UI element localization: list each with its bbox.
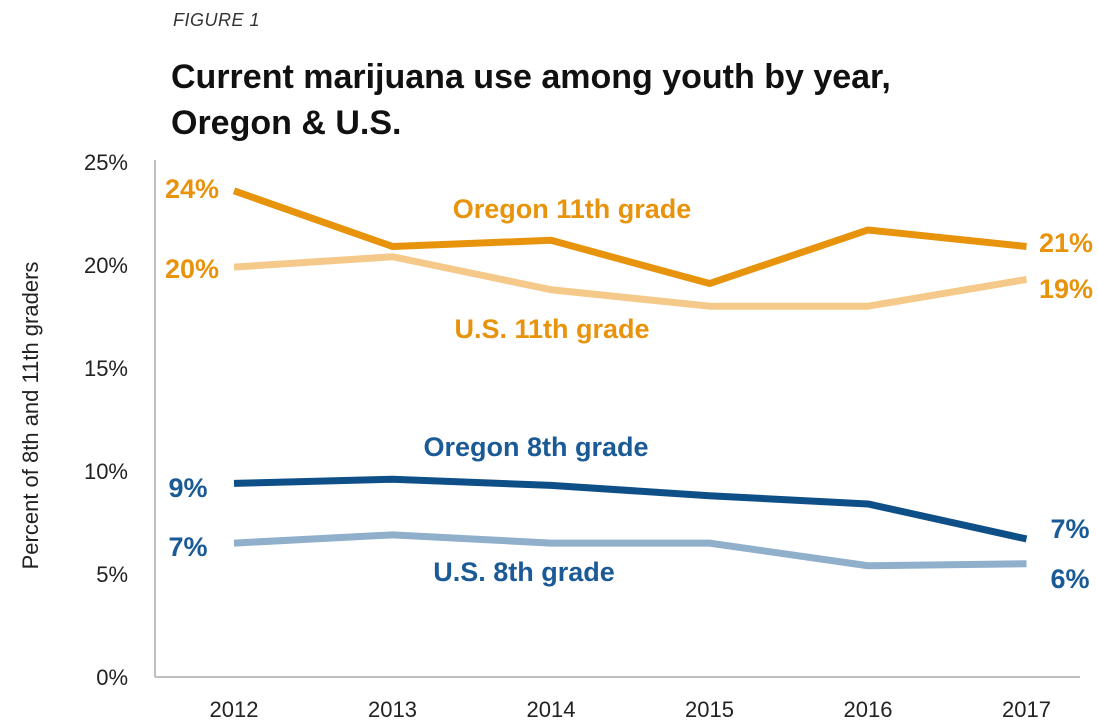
series-name-label: Oregon 8th grade [423,432,648,462]
series-name-label: Oregon 11th grade [453,194,692,224]
data-label-start: 9% [168,473,207,503]
figure-label: FIGURE 1 [173,10,261,30]
data-label-start: 7% [168,532,207,562]
data-label-end: 6% [1050,564,1089,594]
series-name-label: U.S. 11th grade [454,314,649,344]
series-line [233,253,1028,310]
data-label-start: 24% [165,174,219,204]
x-tick-label: 2012 [210,697,259,722]
chart-labels: Oregon 11th grade 24% 21% U.S. 11th grade 20… [165,174,1093,594]
x-tick-label: 2015 [685,697,734,722]
series-line [232,187,1027,288]
data-label-end: 19% [1039,274,1093,304]
x-tick-label: 2013 [368,697,417,722]
x-tick-label: 2014 [527,697,576,722]
y-tick-label: 25% [84,150,128,175]
chart-title-line-1: Current marijuana use among youth by yea… [171,58,891,96]
y-tick-label: 10% [84,459,128,484]
series-line [233,531,1027,570]
x-tick-label: 2017 [1002,697,1051,722]
y-tick-label: 15% [84,356,128,381]
x-tick-label: 2016 [844,697,893,722]
chart-title-line-2: Oregon & U.S. [171,104,402,142]
y-tick-label: 0% [96,665,128,690]
series-line [233,475,1028,543]
data-label-end: 21% [1039,228,1093,258]
chart-title: Current marijuana use among youth by yea… [171,54,891,146]
chart-series [232,187,1028,570]
y-tick-label: 20% [84,253,128,278]
y-axis-title: Percent of 8th and 11th graders [18,262,43,570]
series-name-label: U.S. 8th grade [433,557,615,587]
data-label-end: 7% [1050,514,1089,544]
data-label-start: 20% [165,254,219,284]
chart-axes: 0% 5% 10% 15% 20% 25% 2012 2013 2014 2015 2016 2017… [18,150,1080,722]
y-tick-label: 5% [96,562,128,587]
